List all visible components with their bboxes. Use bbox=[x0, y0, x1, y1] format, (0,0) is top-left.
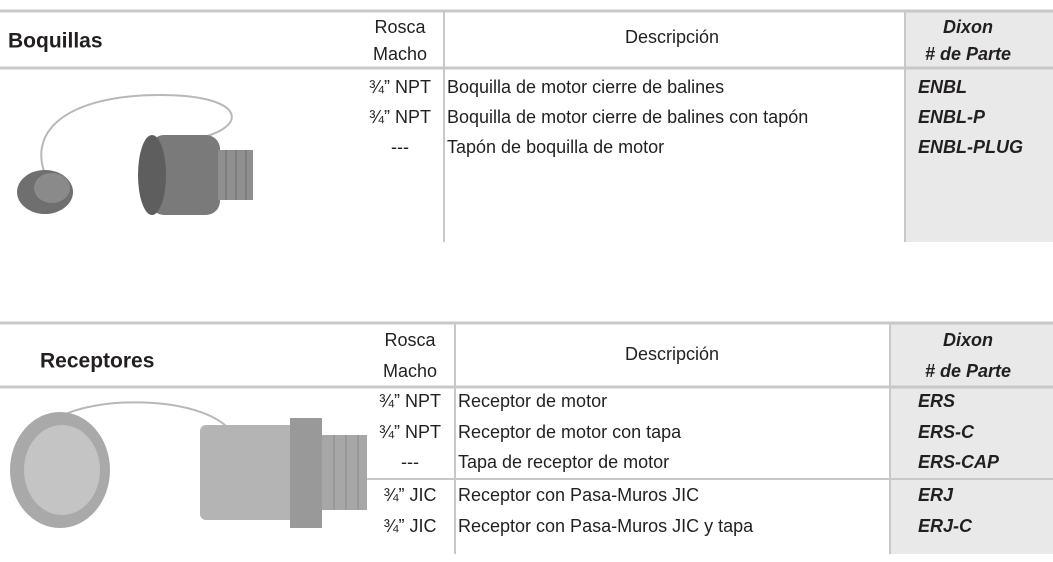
description-cell: Receptor de motor bbox=[458, 391, 607, 411]
table-title: Boquillas bbox=[8, 30, 103, 53]
description-cell: Tapón de boquilla de motor bbox=[447, 137, 664, 157]
thread-cell: ¾” NPT bbox=[379, 391, 441, 411]
thread-cell: ¾” JIC bbox=[383, 485, 436, 505]
thread-cell: ¾” NPT bbox=[369, 77, 431, 97]
description-cell: Receptor con Pasa-Muros JIC y tapa bbox=[458, 516, 754, 536]
column-header: Dixon bbox=[943, 330, 993, 350]
part-number-cell: ENBL bbox=[918, 77, 967, 97]
part-number-cell: ERJ bbox=[918, 485, 954, 505]
column-header: Rosca bbox=[374, 17, 426, 37]
description-cell: Receptor con Pasa-Muros JIC bbox=[458, 485, 699, 505]
part-number-cell: ENBL-PLUG bbox=[918, 137, 1023, 157]
part-column-bg bbox=[905, 12, 1053, 242]
part-number-cell: ERS-C bbox=[918, 422, 975, 442]
column-header: Dixon bbox=[943, 17, 993, 37]
thread-cell: --- bbox=[391, 137, 409, 157]
part-number-cell: ENBL-P bbox=[918, 107, 986, 127]
part-column-bg bbox=[890, 324, 1053, 554]
description-cell: Boquilla de motor cierre de balines bbox=[447, 77, 724, 97]
part-number-cell: ERS-CAP bbox=[918, 452, 1000, 472]
product-image bbox=[17, 93, 253, 215]
thread-cell: ¾” NPT bbox=[369, 107, 431, 127]
thread-cell: ¾” JIC bbox=[383, 516, 436, 536]
description-cell: Boquilla de motor cierre de balines con … bbox=[447, 107, 808, 127]
description-cell: Receptor de motor con tapa bbox=[458, 422, 682, 442]
column-header: # de Parte bbox=[925, 44, 1011, 64]
column-header: # de Parte bbox=[925, 361, 1011, 381]
table-title: Receptores bbox=[40, 350, 154, 373]
thread-cell: ¾” NPT bbox=[379, 422, 441, 442]
part-number-cell: ERS bbox=[918, 391, 955, 411]
column-header: Descripción bbox=[625, 27, 719, 47]
column-header: Macho bbox=[383, 361, 437, 381]
product-image bbox=[10, 401, 367, 528]
description-cell: Tapa de receptor de motor bbox=[458, 452, 669, 472]
part-number-cell: ERJ-C bbox=[918, 516, 973, 536]
column-header: Rosca bbox=[384, 330, 436, 350]
column-header: Macho bbox=[373, 44, 427, 64]
thread-cell: --- bbox=[401, 452, 419, 472]
column-header: Descripción bbox=[625, 344, 719, 364]
